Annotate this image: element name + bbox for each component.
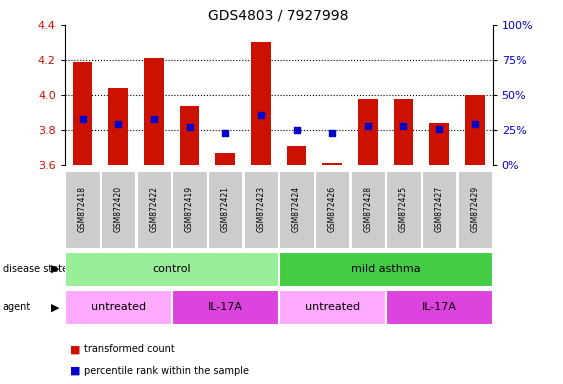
Text: GSM872421: GSM872421 — [221, 186, 230, 232]
Title: GDS4803 / 7927998: GDS4803 / 7927998 — [208, 8, 349, 22]
Bar — [144, 58, 164, 165]
Bar — [109, 88, 128, 165]
Text: GSM872422: GSM872422 — [149, 186, 158, 232]
Bar — [180, 106, 199, 165]
Bar — [358, 99, 378, 165]
Text: GSM872418: GSM872418 — [78, 186, 87, 232]
Text: GSM872423: GSM872423 — [256, 186, 265, 232]
Text: agent: agent — [3, 302, 31, 312]
Text: GSM872426: GSM872426 — [328, 186, 337, 232]
Text: GSM872419: GSM872419 — [185, 186, 194, 232]
Text: GSM872429: GSM872429 — [470, 186, 479, 232]
Text: ■: ■ — [70, 366, 81, 376]
Text: IL-17A: IL-17A — [422, 302, 457, 312]
Text: percentile rank within the sample: percentile rank within the sample — [84, 366, 249, 376]
Bar — [323, 163, 342, 165]
Bar — [465, 95, 485, 165]
Text: untreated: untreated — [91, 302, 146, 312]
Text: GSM872420: GSM872420 — [114, 186, 123, 232]
Text: GSM872424: GSM872424 — [292, 186, 301, 232]
Bar — [216, 153, 235, 165]
Text: transformed count: transformed count — [84, 344, 175, 354]
Text: control: control — [153, 264, 191, 274]
Bar — [251, 43, 271, 165]
Bar — [73, 62, 92, 165]
Text: mild asthma: mild asthma — [351, 264, 421, 274]
Text: ▶: ▶ — [51, 264, 59, 274]
Bar — [430, 123, 449, 165]
Text: disease state: disease state — [3, 264, 68, 274]
Text: ▶: ▶ — [51, 302, 59, 312]
Text: GSM872428: GSM872428 — [363, 186, 372, 232]
Bar — [394, 99, 413, 165]
Text: GSM872427: GSM872427 — [435, 186, 444, 232]
Text: untreated: untreated — [305, 302, 360, 312]
Text: GSM872425: GSM872425 — [399, 186, 408, 232]
Text: ■: ■ — [70, 344, 81, 354]
Bar — [287, 146, 306, 165]
Text: IL-17A: IL-17A — [208, 302, 243, 312]
